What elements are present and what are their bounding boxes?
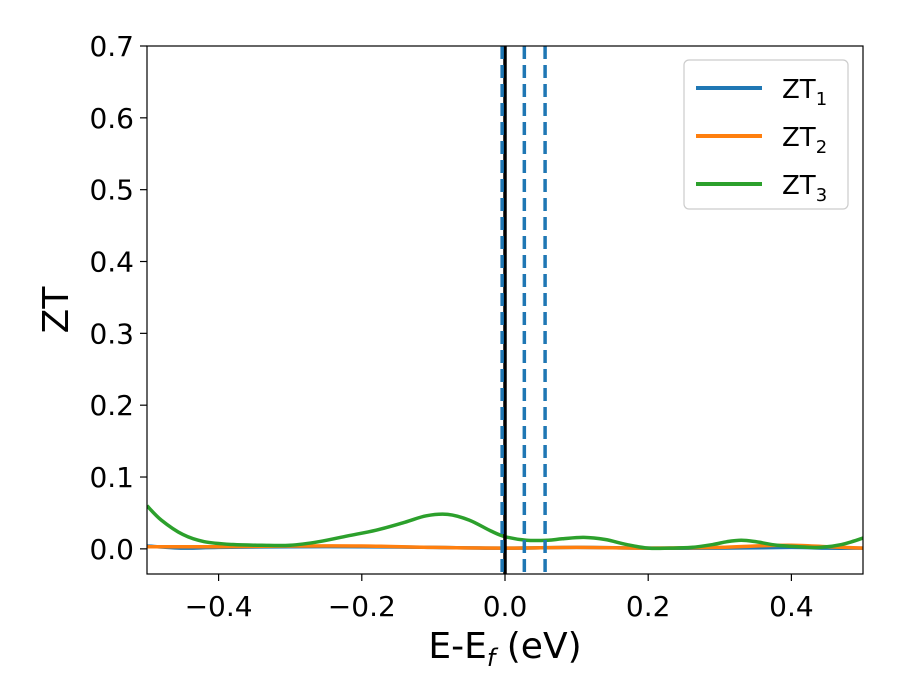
legend-label-zt3: ZT3 [782,171,827,206]
legend-box [683,59,849,210]
legend-label-zt1: ZT1 [782,75,827,110]
x-axis-ticks: −0.4 −0.2 0.0 0.2 0.4 [185,574,814,623]
series-line-zt3 [147,504,863,551]
x-tick-label: −0.4 [185,590,253,623]
y-tick-label: 0.7 [89,30,134,63]
y-tick-label: 0.1 [89,461,134,494]
y-tick-label: 0.2 [89,389,134,422]
y-axis-label: ZT [36,286,77,334]
y-tick-label: 0.6 [89,102,134,135]
legend-label-zt2: ZT2 [782,123,827,158]
x-tick-label: −0.2 [328,590,396,623]
x-tick-label: 0.4 [769,590,814,623]
legend: ZT1 ZT2 ZT3 [683,59,849,210]
y-tick-label: 0.5 [89,174,134,207]
x-axis-label-main: E-E [428,626,486,667]
x-tick-label: 0.2 [626,590,671,623]
y-tick-label: 0.4 [89,246,134,279]
y-axis-ticks: 0.0 0.1 0.2 0.3 0.4 0.5 0.6 0.7 [89,30,147,566]
y-tick-label: 0.0 [89,533,134,566]
x-axis-label: E-Ef (eV) [428,626,581,672]
plot-area [147,46,863,574]
x-tick-label: 0.0 [483,590,528,623]
plot-frame [146,45,864,575]
y-tick-label: 0.3 [89,317,134,350]
x-axis-label-rest: (eV) [495,626,581,667]
